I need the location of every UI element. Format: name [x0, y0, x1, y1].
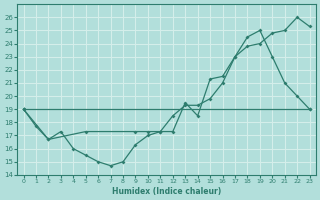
X-axis label: Humidex (Indice chaleur): Humidex (Indice chaleur)	[112, 187, 221, 196]
